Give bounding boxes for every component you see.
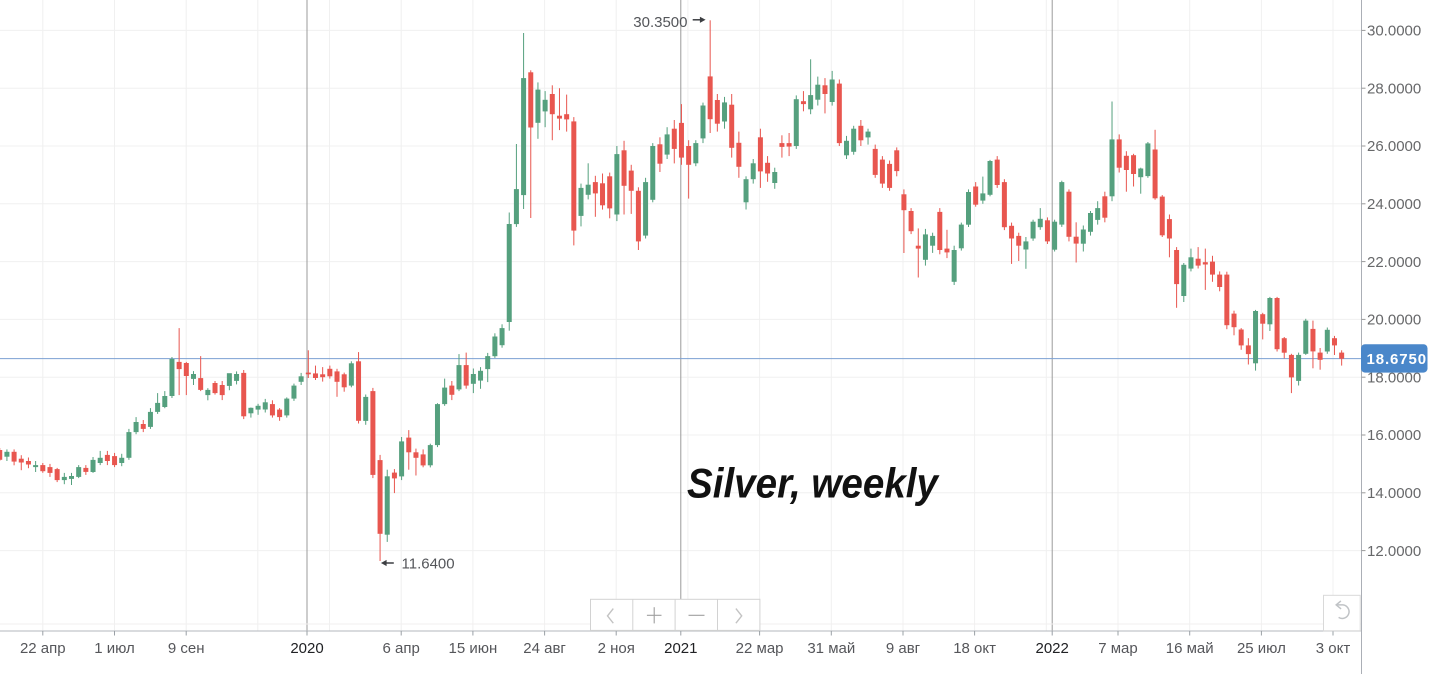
svg-text:30.3500: 30.3500 xyxy=(633,14,687,31)
svg-text:31 май: 31 май xyxy=(807,640,855,657)
svg-text:7 мар: 7 мар xyxy=(1098,640,1138,657)
svg-text:18 окт: 18 окт xyxy=(953,640,996,657)
svg-text:2021: 2021 xyxy=(664,640,697,657)
svg-text:22.0000: 22.0000 xyxy=(1367,254,1421,271)
svg-text:20.0000: 20.0000 xyxy=(1367,312,1421,329)
svg-text:18.6750: 18.6750 xyxy=(1367,351,1428,368)
svg-text:2022: 2022 xyxy=(1036,640,1069,657)
svg-text:12.0000: 12.0000 xyxy=(1367,543,1421,560)
svg-text:22 апр: 22 апр xyxy=(20,640,66,657)
svg-text:24 авг: 24 авг xyxy=(523,640,566,657)
svg-text:9 сен: 9 сен xyxy=(168,640,205,657)
svg-text:6 апр: 6 апр xyxy=(383,640,420,657)
svg-text:18.0000: 18.0000 xyxy=(1367,369,1421,386)
svg-text:11.6400: 11.6400 xyxy=(402,556,455,573)
svg-text:14.0000: 14.0000 xyxy=(1367,485,1421,502)
svg-text:16.0000: 16.0000 xyxy=(1367,427,1421,444)
svg-text:3 окт: 3 окт xyxy=(1316,640,1351,657)
svg-text:15 июн: 15 июн xyxy=(449,640,498,657)
svg-text:25 июл: 25 июл xyxy=(1237,640,1286,657)
svg-text:24.0000: 24.0000 xyxy=(1367,196,1421,213)
svg-text:2020: 2020 xyxy=(290,640,323,657)
svg-text:1 июл: 1 июл xyxy=(94,640,135,657)
svg-text:22 мар: 22 мар xyxy=(736,640,784,657)
svg-text:2 ноя: 2 ноя xyxy=(598,640,635,657)
svg-text:28.0000: 28.0000 xyxy=(1367,80,1421,97)
svg-text:9 авг: 9 авг xyxy=(886,640,921,657)
svg-text:16 май: 16 май xyxy=(1166,640,1214,657)
svg-text:26.0000: 26.0000 xyxy=(1367,138,1421,155)
svg-text:30.0000: 30.0000 xyxy=(1367,23,1421,40)
svg-text:Silver, weekly: Silver, weekly xyxy=(687,460,940,507)
